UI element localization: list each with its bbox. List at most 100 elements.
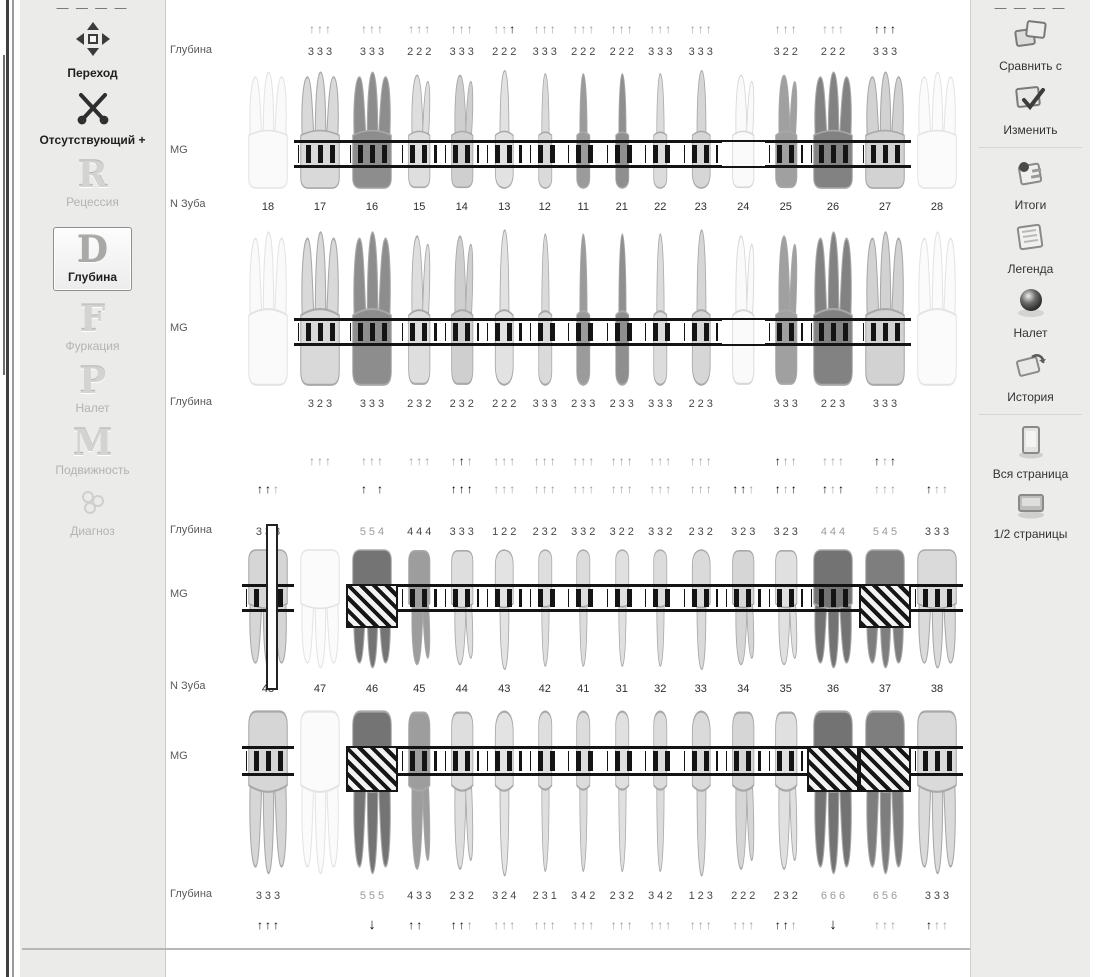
depth-cell-21[interactable]: 233 (609, 398, 637, 410)
depth-cell-36[interactable]: 444 (820, 526, 849, 538)
depth-cell-34[interactable]: 323 (731, 526, 759, 538)
depth-cell-25[interactable]: 322 (773, 46, 801, 58)
depth-cell-16[interactable]: 333 (359, 398, 388, 410)
depth-cell-24[interactable] (722, 42, 765, 64)
depth-cell-16[interactable]: 333 (359, 46, 388, 58)
tooth-45-lower-lingual-row[interactable] (398, 706, 441, 882)
depth-cell-36[interactable]: 666 (820, 890, 849, 902)
depth-cell-32[interactable]: 332 (648, 526, 676, 538)
depth-cell-33[interactable]: 123 (688, 890, 716, 902)
tooth-41-lower-lingual-row[interactable] (564, 706, 603, 882)
button-legenda[interactable]: Легенда (971, 221, 1090, 276)
tooth-17-upper-palatal-row[interactable] (294, 224, 346, 390)
tooth-44-lower-lingual-row[interactable] (440, 706, 483, 882)
depth-cell-45[interactable]: 433 (407, 890, 435, 902)
tooth-36-lower-lingual-row[interactable] (807, 706, 859, 882)
button-istoriya[interactable]: История (971, 349, 1090, 404)
depth-cell-41[interactable]: 332 (571, 526, 599, 538)
depth-cell-45[interactable]: 444 (407, 526, 435, 538)
tooth-47-lower-buccal-row[interactable] (294, 546, 346, 674)
tooth-26-upper-buccal-row[interactable] (807, 66, 859, 192)
depth-cell-22[interactable]: 333 (648, 46, 676, 58)
tooth-15-upper-palatal-row[interactable] (398, 224, 441, 390)
depth-cell-37[interactable]: 545 (872, 526, 901, 538)
tooth-13-upper-buccal-row[interactable] (483, 66, 526, 192)
depth-cell-21[interactable]: 222 (609, 46, 637, 58)
tooth-32-lower-buccal-row[interactable] (641, 546, 680, 674)
tool-recessiya[interactable]: R Рецессия (20, 157, 165, 209)
depth-cell-24[interactable] (722, 394, 765, 416)
tooth-41-lower-buccal-row[interactable] (564, 546, 603, 674)
depth-cell-46[interactable]: 554 (359, 526, 388, 538)
probe-position-marker[interactable] (265, 524, 278, 690)
tooth-24-upper-buccal-row[interactable] (722, 66, 765, 192)
tooth-21-upper-buccal-row[interactable] (602, 66, 641, 192)
depth-cell-48[interactable]: 333 (255, 890, 284, 902)
tool-podvizhnost[interactable]: M Подвижность (20, 425, 165, 477)
depth-cell-28[interactable] (911, 394, 963, 416)
button-izmenit[interactable]: Изменить (971, 82, 1090, 137)
depth-cell-25[interactable]: 333 (773, 398, 801, 410)
tooth-13-upper-palatal-row[interactable] (483, 224, 526, 390)
tool-glubina[interactable]: D Глубина (20, 219, 165, 291)
depth-cell-38[interactable]: 333 (924, 890, 953, 902)
depth-cell-46[interactable]: 555 (359, 890, 388, 902)
tooth-32-lower-lingual-row[interactable] (641, 706, 680, 882)
depth-cell-31[interactable]: 232 (609, 890, 637, 902)
tooth-22-upper-buccal-row[interactable] (641, 66, 680, 192)
depth-cell-28[interactable] (911, 42, 963, 64)
depth-cell-12[interactable]: 333 (532, 398, 560, 410)
tooth-48-lower-buccal-row[interactable] (242, 524, 294, 690)
tool-diagnoz[interactable]: Диагноз (20, 487, 165, 538)
depth-cell-32[interactable]: 342 (648, 890, 676, 902)
depth-cell-44[interactable]: 232 (449, 890, 477, 902)
depth-cell-26[interactable]: 222 (820, 46, 849, 58)
depth-cell-44[interactable]: 333 (449, 526, 477, 538)
tooth-42-lower-lingual-row[interactable] (525, 706, 564, 882)
tooth-17-upper-buccal-row[interactable] (294, 66, 346, 192)
tool-furkaciya[interactable]: F Фуркация (20, 301, 165, 353)
depth-cell-37[interactable]: 656 (872, 890, 901, 902)
tool-nalet[interactable]: P Налет (20, 363, 165, 415)
depth-cell-43[interactable]: 122 (492, 526, 520, 538)
tooth-48-lower-lingual-row[interactable] (242, 706, 294, 882)
depth-cell-11[interactable]: 233 (571, 398, 599, 410)
depth-cell-18[interactable] (242, 42, 294, 64)
tooth-37-lower-buccal-row[interactable] (859, 546, 911, 674)
depth-cell-27[interactable]: 333 (872, 398, 901, 410)
tooth-28-upper-buccal-row[interactable] (911, 66, 963, 192)
depth-cell-42[interactable]: 232 (532, 526, 560, 538)
tooth-43-lower-buccal-row[interactable] (483, 546, 526, 674)
depth-cell-34[interactable]: 222 (731, 890, 759, 902)
tooth-25-upper-palatal-row[interactable] (764, 224, 807, 390)
depth-cell-13[interactable]: 222 (492, 398, 520, 410)
tooth-12-upper-palatal-row[interactable] (525, 224, 564, 390)
tool-perehod[interactable]: Переход (20, 19, 165, 80)
tooth-28-upper-palatal-row[interactable] (911, 224, 963, 390)
depth-cell-38[interactable]: 333 (924, 526, 953, 538)
tooth-33-lower-lingual-row[interactable] (679, 706, 722, 882)
depth-cell-47[interactable] (294, 522, 346, 544)
depth-cell-31[interactable]: 322 (609, 526, 637, 538)
tooth-22-upper-palatal-row[interactable] (641, 224, 680, 390)
tooth-11-upper-palatal-row[interactable] (564, 224, 603, 390)
button-pol-stranicy[interactable]: 1/2 страницы (971, 490, 1090, 541)
depth-cell-14[interactable]: 333 (449, 46, 477, 58)
tooth-18-upper-palatal-row[interactable] (242, 224, 294, 390)
button-nalet[interactable]: Налет (971, 285, 1090, 340)
tooth-43-lower-lingual-row[interactable] (483, 706, 526, 882)
depth-cell-23[interactable]: 333 (688, 46, 716, 58)
tooth-26-upper-palatal-row[interactable] (807, 224, 859, 390)
tooth-23-upper-buccal-row[interactable] (679, 66, 722, 192)
button-vsya-stranica[interactable]: Вся страница (971, 424, 1090, 481)
depth-cell-47[interactable] (294, 886, 346, 908)
depth-cell-27[interactable]: 333 (872, 46, 901, 58)
tooth-38-lower-buccal-row[interactable] (911, 546, 963, 674)
tooth-12-upper-buccal-row[interactable] (525, 66, 564, 192)
tooth-14-upper-palatal-row[interactable] (440, 224, 483, 390)
depth-cell-26[interactable]: 223 (820, 398, 849, 410)
tooth-38-lower-lingual-row[interactable] (911, 706, 963, 882)
tooth-45-lower-buccal-row[interactable] (398, 546, 441, 674)
depth-cell-13[interactable]: 222 (492, 46, 520, 58)
tooth-42-lower-buccal-row[interactable] (525, 546, 564, 674)
